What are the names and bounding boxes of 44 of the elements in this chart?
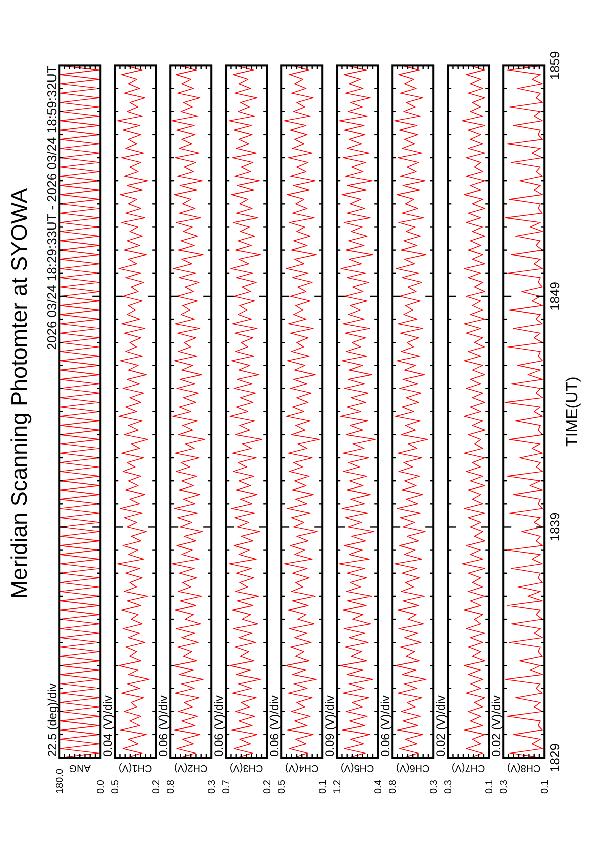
y-tick-label: 1839	[548, 512, 563, 542]
x-tick-label: 0.3	[499, 780, 510, 794]
x-tick-label: 0.2	[152, 780, 163, 794]
x-axis-title: CH7(V)	[452, 762, 486, 774]
y-tick-label: 1829	[548, 744, 563, 772]
x-tick-label: 0.1	[484, 780, 496, 794]
text: 0.06 (V)/div	[212, 696, 226, 757]
x-tick-label: 0.0	[96, 780, 108, 794]
y-tick-label: 1859	[548, 51, 563, 80]
x-tick-label: 0.7	[222, 780, 233, 794]
text: 2026 03/24 18:29:33UT - 2026 03/24 18:59:32UT	[44, 66, 60, 350]
y-axis-title: TIME(UT)	[564, 376, 582, 447]
annotation: 0.04 (V)/div	[101, 696, 116, 757]
x-axis-title: CH5(V)	[340, 762, 374, 774]
x-tick-label: 0.3	[429, 780, 440, 794]
x-axis-title: ANG	[69, 762, 91, 774]
x-tick-label: 0.1	[540, 780, 552, 794]
x-axis-title: CH3(V)	[230, 762, 264, 774]
x-tick-label: 180.0	[55, 768, 66, 794]
x-axis-title: CH1(V)	[118, 762, 152, 774]
line-series	[505, 65, 543, 758]
x-tick-label: 0.2	[262, 780, 274, 794]
x-tick-label: 0.3	[444, 780, 455, 794]
annotation: 0.02 (V)/div	[434, 696, 448, 757]
x-axis-title: CH8(V)	[507, 762, 541, 774]
x-tick-label: 0.5	[110, 780, 122, 794]
y-tick-label: 1849	[548, 282, 563, 311]
annotation: 0.06 (V)/div	[378, 696, 393, 757]
x-tick-label: 0.8	[388, 780, 400, 794]
x-tick-label: 1.2	[332, 780, 344, 794]
x-axis-title: CH2(V)	[174, 762, 208, 774]
x-tick-label: 0.8	[166, 780, 178, 794]
x-tick-label: 0.5	[277, 780, 288, 794]
text: 22.5 (deg)/div	[46, 684, 60, 757]
annotation: 0.06 (V)/div	[156, 696, 171, 757]
text: Meridian Scanning Photomter at SYOWA	[7, 188, 32, 600]
x-tick-label: 0.3	[207, 780, 218, 794]
x-tick-label: 0.4	[374, 780, 385, 794]
x-axis-title: CH4(V)	[285, 762, 319, 774]
annotation: 0.09 (V)/div	[323, 696, 338, 757]
annotation: 0.02 (V)/div	[490, 696, 504, 757]
x-tick-label: 0.1	[318, 780, 330, 794]
annotation: 0.06 (V)/div	[268, 696, 282, 757]
x-axis-title: CH6(V)	[396, 762, 430, 774]
